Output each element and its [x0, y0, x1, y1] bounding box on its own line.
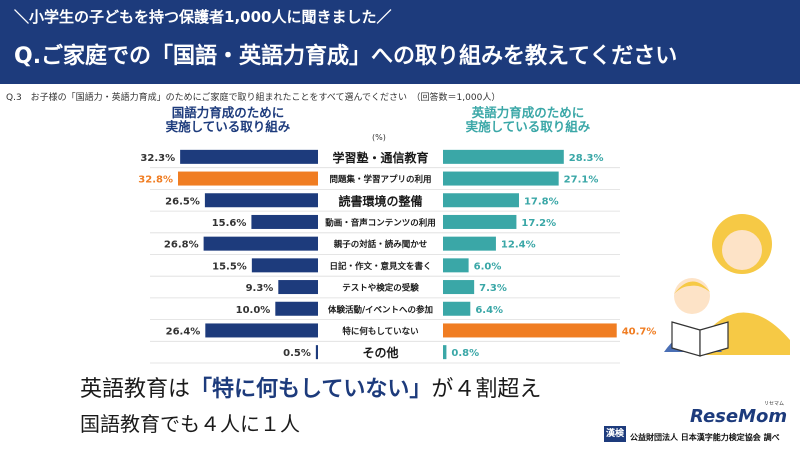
category-label: 日記・作文・意見文を書く [329, 261, 431, 272]
bar-japanese [204, 193, 318, 208]
bar-english [443, 149, 564, 164]
bar-japanese [203, 236, 318, 251]
bar-english [443, 171, 559, 186]
bar-japanese [251, 214, 318, 229]
key-message-post: が４割超え [431, 377, 542, 402]
key-message-line1: 英語教育は「特に何もしていない」が４割超え [80, 371, 541, 403]
series-header-line: 実施している取り組み [165, 119, 291, 134]
right-series-header: 英語力育成のために 実施している取り組み [448, 106, 608, 134]
bar-japanese [251, 258, 318, 273]
kanken-logo: 漢検 [604, 426, 626, 442]
header-title: Q.ご家庭での「国語・英語力育成」への取り組みを教えてください [14, 44, 678, 69]
value-label-japanese: 15.5% [212, 261, 247, 272]
logo-ruby: リセマム [764, 401, 785, 407]
value-label-japanese: 15.6% [212, 218, 247, 229]
key-message-line2: 国語教育でも４人に１人 [80, 412, 300, 436]
bar-english [443, 193, 519, 208]
value-label-japanese: 26.4% [166, 326, 201, 337]
header-subtitle: ＼小学生の子どもを持つ保護者1,000人に聞きました／ [14, 8, 392, 26]
question-note: Q.3 お子様の「国語力・英語力育成」のためにご家庭で取り組まれたことをすべて選… [6, 93, 501, 103]
value-label-english: 17.8% [524, 196, 559, 207]
resemom-logo[interactable]: ReseMom [690, 406, 788, 427]
category-label: 特に何もしていない [342, 326, 418, 337]
value-label-japanese: 32.3% [140, 153, 175, 164]
value-label-english: 12.4% [501, 240, 536, 251]
value-label-english: 6.0% [474, 261, 502, 272]
value-label-english: 0.8% [451, 348, 479, 359]
value-label-english: 17.2% [521, 218, 556, 229]
bar-english [443, 301, 471, 316]
bar-japanese [180, 149, 318, 164]
value-label-japanese: 26.5% [165, 196, 200, 207]
bar-english [443, 323, 617, 338]
bar-english [443, 280, 475, 295]
category-label: その他 [362, 345, 398, 360]
series-header-line: 英語力育成のために [471, 105, 585, 120]
bar-japanese [178, 171, 318, 186]
bar-japanese [205, 323, 318, 338]
category-label: テストや検定の受験 [342, 283, 419, 294]
bar-english [443, 258, 469, 273]
value-label-english: 40.7% [622, 326, 657, 337]
key-message-highlight: 「特に何もしていない」 [190, 377, 432, 402]
category-label: 読書環境の整備 [338, 193, 422, 208]
value-label-english: 28.3% [569, 153, 604, 164]
bar-japanese [278, 280, 318, 295]
bar-english [443, 214, 517, 229]
value-label-japanese: 26.8% [164, 240, 199, 251]
category-label: 体験活動/イベントへの参加 [328, 304, 433, 315]
value-label-english: 6.4% [475, 305, 503, 316]
unit-label: (%) [372, 133, 386, 142]
value-label-japanese: 9.3% [246, 283, 274, 294]
category-label: 学習塾・通信教育 [332, 150, 428, 165]
series-header-line: 実施している取り組み [465, 119, 591, 134]
header-banner: ＼小学生の子どもを持つ保護者1,000人に聞きました／ Q.ご家庭での「国語・英… [0, 0, 800, 84]
category-label: 親子の対話・読み聞かせ [334, 239, 428, 250]
bar-english [443, 345, 447, 360]
source-credit: 公益財団法人 日本漢字能力検定協会 調べ [630, 433, 780, 442]
value-label-japanese: 0.5% [283, 348, 311, 359]
value-label-japanese: 10.0% [236, 305, 271, 316]
series-header-line: 国語力育成のために [171, 105, 285, 120]
key-message-pre: 英語教育は [80, 377, 191, 402]
bar-japanese [315, 345, 318, 360]
value-label-english: 27.1% [564, 175, 599, 186]
category-label: 動画・音声コンテンツの利用 [325, 217, 436, 228]
value-label-japanese: 32.8% [138, 175, 173, 186]
bar-japanese [275, 301, 318, 316]
category-label: 問題集・学習アプリの利用 [329, 174, 431, 185]
value-label-english: 7.3% [479, 283, 507, 294]
parent-child-reading-illustration [664, 214, 790, 357]
left-series-header: 国語力育成のために 実施している取り組み [148, 106, 308, 134]
bar-english [443, 236, 496, 251]
